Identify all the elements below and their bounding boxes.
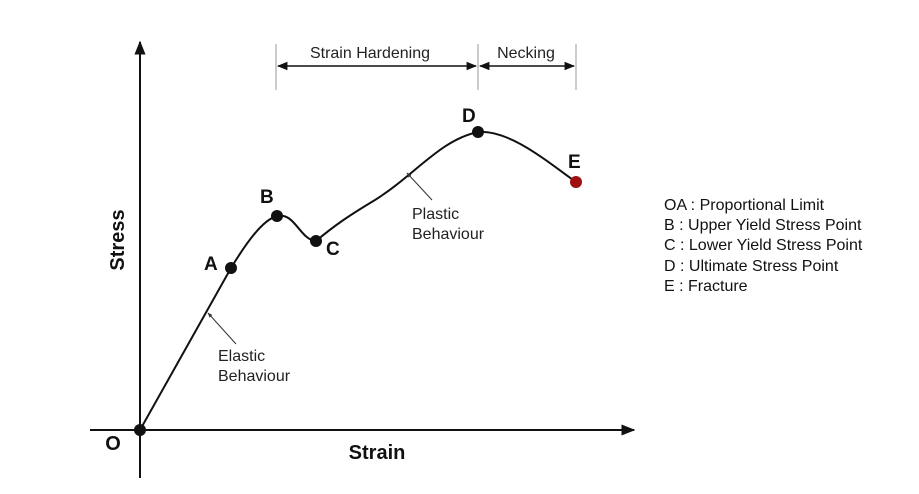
elastic-label-2: Behaviour bbox=[218, 368, 291, 385]
point-d bbox=[472, 126, 484, 138]
legend-item: E : Fracture bbox=[664, 278, 748, 295]
x-axis-label: Strain bbox=[349, 442, 406, 464]
y-axis-label: Stress bbox=[107, 209, 129, 270]
label-e: E bbox=[568, 152, 581, 173]
plastic-pointer bbox=[406, 172, 433, 201]
legend-item: C : Lower Yield Stress Point bbox=[664, 237, 863, 254]
legend-item: D : Ultimate Stress Point bbox=[664, 258, 839, 275]
point-c bbox=[310, 235, 322, 247]
label-c: C bbox=[326, 239, 340, 260]
legend-item: B : Upper Yield Stress Point bbox=[664, 217, 862, 234]
label-a: A bbox=[204, 254, 218, 275]
elastic-pointer bbox=[207, 312, 237, 345]
label-d: D bbox=[462, 106, 476, 127]
elastic-label-1: Elastic bbox=[218, 348, 265, 365]
plastic-label-2: Behaviour bbox=[412, 226, 485, 243]
point-o bbox=[134, 424, 146, 436]
plastic-label-1: Plastic bbox=[412, 206, 459, 223]
origin-label: O bbox=[105, 433, 121, 455]
point-b bbox=[271, 210, 283, 222]
stress-strain-curve bbox=[139, 130, 577, 431]
legend: OA : Proportional Limit B : Upper Yield … bbox=[664, 197, 863, 295]
legend-item: OA : Proportional Limit bbox=[664, 197, 825, 214]
necking-label: Necking bbox=[497, 45, 555, 62]
label-b: B bbox=[260, 187, 274, 208]
point-e bbox=[570, 176, 582, 188]
point-a bbox=[225, 262, 237, 274]
strain-hardening-label: Strain Hardening bbox=[310, 45, 430, 62]
